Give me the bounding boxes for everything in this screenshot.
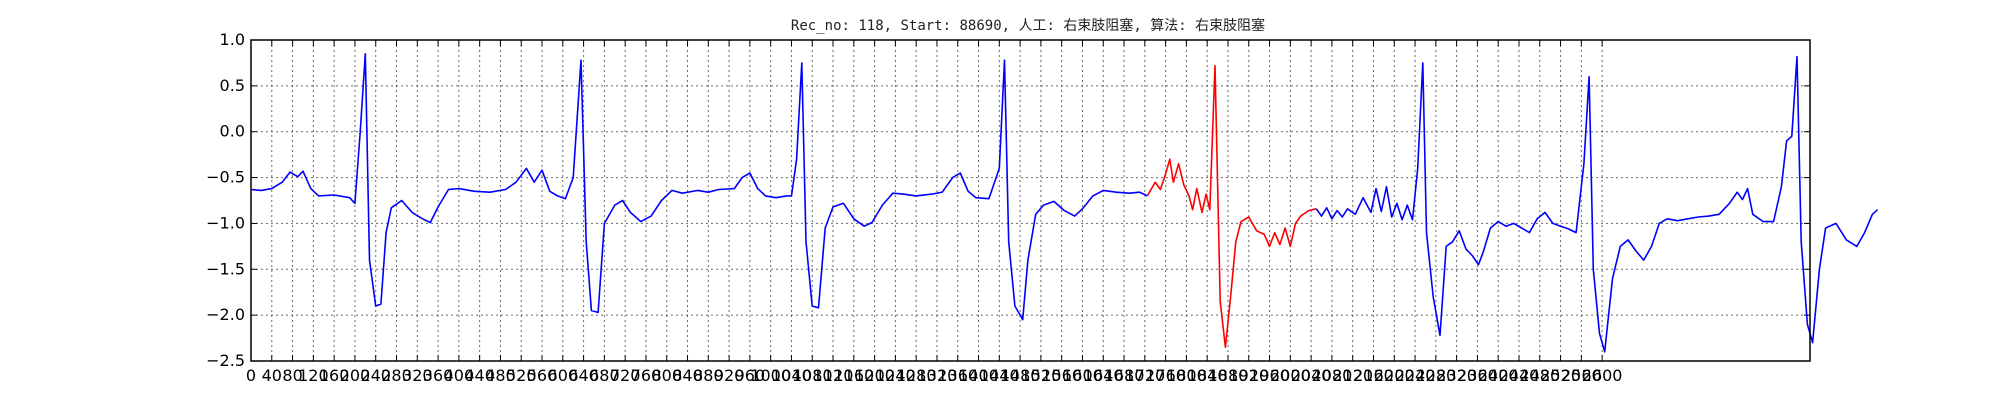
x-tick-label: 2120	[1332, 366, 1373, 385]
x-tick-label: 1520	[1021, 366, 1062, 385]
x-tick-label: 1160	[833, 366, 874, 385]
x-tick-label: 840	[672, 366, 703, 385]
x-tick-label: 1320	[917, 366, 958, 385]
x-tick-label: 560	[527, 366, 558, 385]
x-tick-label: 360	[423, 366, 454, 385]
y-tick-label: 0.0	[220, 122, 245, 141]
x-tick-label: 800	[651, 366, 682, 385]
x-tick-label: 2240	[1395, 366, 1436, 385]
x-tick-label: 1640	[1083, 366, 1124, 385]
y-tick-label: −2.5	[206, 351, 245, 370]
ecg-series	[250, 53, 1879, 353]
x-tick-label: 2080	[1312, 366, 1353, 385]
x-tick-label: 1960	[1249, 366, 1290, 385]
x-tick-label: 960	[735, 366, 766, 385]
x-tick-label: 920	[714, 366, 745, 385]
x-tick-label: 1200	[854, 366, 895, 385]
x-tick-label: 320	[402, 366, 433, 385]
x-tick-label: 1880	[1208, 366, 1249, 385]
x-tick-label: 480	[485, 366, 516, 385]
x-tick-label: 2320	[1436, 366, 1477, 385]
x-tick-label: 400	[444, 366, 475, 385]
x-tick-label: 1360	[937, 366, 978, 385]
grid-lines	[251, 40, 1810, 361]
x-tick-label: 2000	[1270, 366, 1311, 385]
x-tick-label: 720	[610, 366, 641, 385]
x-tick-label: 280	[381, 366, 412, 385]
x-tick-label: 80	[282, 366, 302, 385]
x-tick-label: 2600	[1582, 366, 1623, 385]
x-tick-label: 0	[246, 366, 256, 385]
x-tick-label: 1840	[1187, 366, 1228, 385]
x-tick-label: 2280	[1415, 366, 1456, 385]
x-tick-label: 760	[631, 366, 662, 385]
x-tick-label: 2360	[1457, 366, 1498, 385]
x-tick-label: 1400	[958, 366, 999, 385]
series-line-3	[1315, 55, 1879, 353]
x-tick-label: 1680	[1104, 366, 1145, 385]
x-tick-label: 1080	[792, 366, 833, 385]
x-tick-label: 1280	[896, 366, 937, 385]
x-tick-label: 640	[568, 366, 599, 385]
x-tick-label: 600	[548, 366, 579, 385]
x-tick-label: 2560	[1561, 366, 1602, 385]
x-tick-label: 160	[319, 366, 350, 385]
x-tick-label: 120	[298, 366, 329, 385]
x-tick-label: 2160	[1353, 366, 1394, 385]
x-tick-label: 520	[506, 366, 537, 385]
x-tick-label: 2480	[1519, 366, 1560, 385]
x-tick-label: 2200	[1374, 366, 1415, 385]
x-tick-label: 1240	[875, 366, 916, 385]
x-tick-label: 1000	[750, 366, 791, 385]
y-tick-label: 0.5	[220, 76, 245, 95]
x-tick-label: 1120	[813, 366, 854, 385]
plot-frame	[250, 39, 1811, 362]
x-tick-label: 1040	[771, 366, 812, 385]
chart-title: Rec_no: 118, Start: 88690, 人工: 右束肢阻塞, 算法…	[791, 17, 1265, 34]
x-tick-label: 1800	[1166, 366, 1207, 385]
x-tick-label: 1560	[1041, 366, 1082, 385]
x-tick-label: 240	[360, 366, 391, 385]
x-tick-label: 2440	[1499, 366, 1540, 385]
y-tick-label: 1.0	[220, 30, 245, 49]
x-tick-label: 440	[464, 366, 495, 385]
x-tick-label: 2520	[1540, 366, 1581, 385]
x-tick-label: 1600	[1062, 366, 1103, 385]
x-tick-label: 1720	[1124, 366, 1165, 385]
x-tick-label: 200	[340, 366, 371, 385]
y-tick-label: −1.0	[206, 213, 245, 232]
x-tick-label: 680	[589, 366, 620, 385]
x-tick-label: 1480	[1000, 366, 1041, 385]
x-tick-label: 40	[262, 366, 282, 385]
axes: 1.00.50.0−0.5−1.0−1.5−2.0−2.50 40 80120160…	[206, 30, 1810, 385]
y-tick-label: −0.5	[206, 168, 245, 187]
x-tick-label: 1760	[1145, 366, 1186, 385]
y-tick-label: −1.5	[206, 259, 245, 278]
y-tick-label: −2.0	[206, 305, 245, 324]
x-tick-label: 1440	[979, 366, 1020, 385]
x-tick-label: 2400	[1478, 366, 1519, 385]
series-line-1	[250, 53, 1148, 321]
series-line-2	[1146, 64, 1317, 348]
x-tick-label: 880	[693, 366, 724, 385]
x-tick-label: 1920	[1228, 366, 1269, 385]
x-tick-label: 2040	[1291, 366, 1332, 385]
